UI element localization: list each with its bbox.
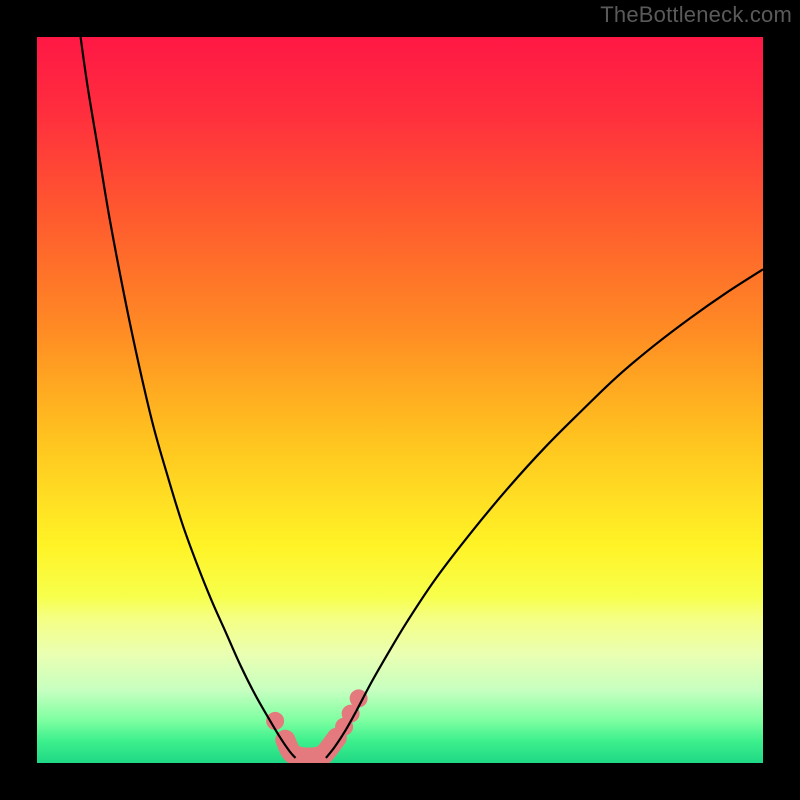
watermark-text: TheBottleneck.com bbox=[600, 2, 792, 28]
chart-stage: TheBottleneck.com bbox=[0, 0, 800, 800]
chart-svg bbox=[0, 0, 800, 800]
